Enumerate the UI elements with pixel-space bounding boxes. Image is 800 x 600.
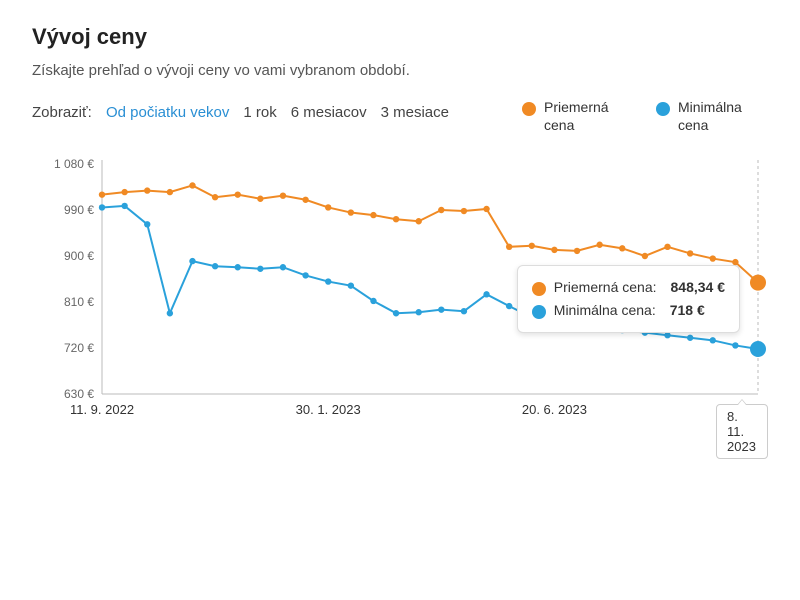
tooltip-label: Priemerná cena:: [554, 279, 657, 295]
date-callout: 8. 11. 2023: [716, 404, 768, 459]
svg-text:1 080 €: 1 080 €: [54, 157, 94, 171]
tooltip-label: Minimálna cena:: [554, 302, 656, 318]
svg-text:20. 6. 2023: 20. 6. 2023: [522, 402, 587, 417]
page-title: Vývoj ceny: [32, 24, 768, 50]
chart-tooltip: Priemerná cena: 848,34 € Minimálna cena:…: [517, 265, 740, 333]
circle-icon: [532, 305, 546, 319]
circle-icon: [656, 102, 670, 116]
filter-option[interactable]: 1 rok: [243, 104, 276, 121]
svg-text:720 €: 720 €: [64, 341, 94, 355]
svg-text:630 €: 630 €: [64, 387, 94, 401]
tooltip-row-min: Minimálna cena: 718 €: [532, 299, 725, 322]
tooltip-value: 848,34 €: [671, 279, 726, 295]
circle-icon: [532, 282, 546, 296]
page-subtitle: Získajte prehľad o vývoji ceny vo vami v…: [32, 62, 768, 79]
chart-container: 630 € 720 € 810 € 900 € 990 € 1 080 € 11. 9. 2…: [32, 146, 768, 436]
controls-row: Zobraziť: Od počiatku vekov 1 rok 6 mesiac…: [32, 99, 768, 134]
svg-text:990 €: 990 €: [64, 203, 94, 217]
circle-icon: [522, 102, 536, 116]
svg-text:30. 1. 2023: 30. 1. 2023: [296, 402, 361, 417]
legend-label-avg: Priemerná cena: [544, 99, 634, 134]
svg-text:810 €: 810 €: [64, 295, 94, 309]
legend-label-min: Minimálna cena: [678, 99, 768, 134]
filter-option[interactable]: 3 mesiace: [381, 104, 449, 121]
filter-option[interactable]: Od počiatku vekov: [106, 104, 229, 121]
filter-label: Zobraziť:: [32, 104, 92, 121]
svg-text:900 €: 900 €: [64, 249, 94, 263]
legend-item-min: Minimálna cena: [656, 99, 768, 134]
tooltip-value: 718 €: [670, 302, 705, 318]
legend: Priemerná cena Minimálna cena: [522, 99, 768, 134]
svg-text:11. 9. 2022: 11. 9. 2022: [70, 402, 134, 417]
tooltip-row-avg: Priemerná cena: 848,34 €: [532, 276, 725, 299]
filter-option[interactable]: 6 mesiacov: [291, 104, 367, 121]
legend-item-avg: Priemerná cena: [522, 99, 634, 134]
time-filters: Zobraziť: Od počiatku vekov 1 rok 6 mesiac…: [32, 99, 463, 128]
